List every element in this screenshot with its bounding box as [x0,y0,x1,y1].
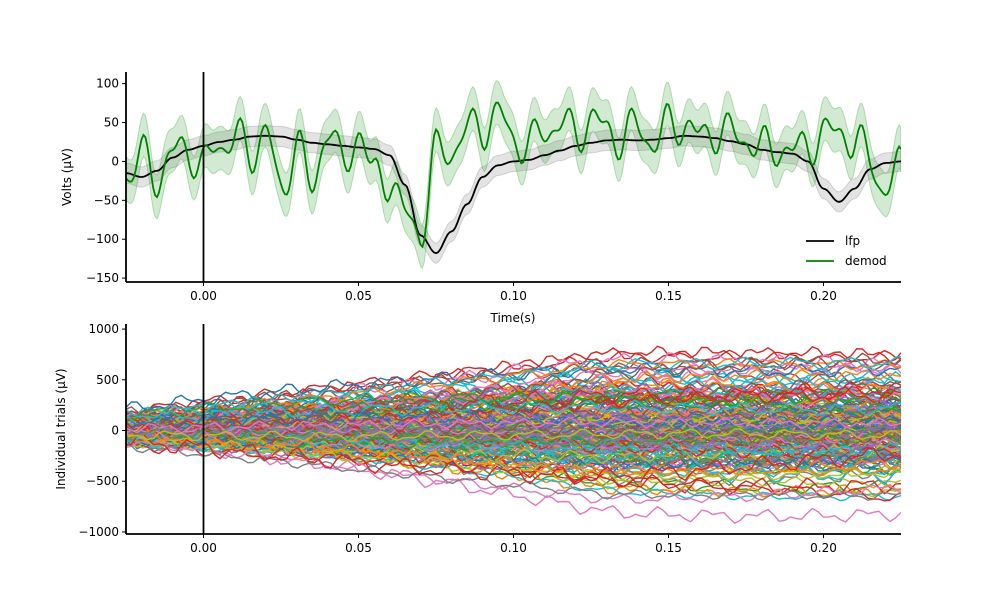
top-y-ticks: 100 50 0 −50 −100 −150 [86,77,126,285]
trial-line [126,355,901,419]
y-tick-label: 0 [111,424,119,438]
x-tick-label: 0.00 [190,289,217,303]
trial-line [126,352,901,428]
trial-line [126,390,901,422]
x-tick-label: 0.20 [810,289,837,303]
x-tick-label: 0.20 [810,541,837,555]
x-tick-label: 0.15 [655,541,682,555]
trial-line [126,357,901,421]
y-tick-label: −50 [94,193,119,207]
top-y-axis-label: Volts (μV) [60,148,74,206]
series-demod-line [126,101,901,249]
trial-line [126,432,901,485]
top-x-ticks: 0.00 0.05 0.10 0.15 0.20 [190,282,837,303]
bottom-x-ticks: 0.00 0.05 0.10 0.15 0.20 [190,534,837,555]
y-tick-label: −500 [86,474,119,488]
x-tick-label: 0.00 [190,541,217,555]
trial-line [126,442,901,501]
y-tick-label: 100 [96,77,119,91]
y-tick-label: 50 [104,116,119,130]
bottom-y-axis-label: Individual trials (μV) [54,368,68,489]
bottom-panel: 1000 500 0 −500 −1000 0.00 0.05 0.10 0.15 0.20 I… [54,322,901,555]
bottom-panel-trials [126,345,901,525]
x-tick-label: 0.10 [500,289,527,303]
y-tick-label: −1000 [78,525,119,539]
trial-line [126,438,901,502]
trial-line [126,408,901,431]
trial-line [126,434,901,454]
y-tick-label: 500 [96,373,119,387]
y-tick-label: −150 [86,271,119,285]
trial-line [126,411,901,438]
x-tick-label: 0.15 [655,289,682,303]
legend-demod-label: demod [845,254,887,268]
trial-line [126,438,901,489]
legend: lfp demod [806,234,887,268]
trial-line [126,428,901,442]
bottom-y-ticks: 1000 500 0 −500 −1000 [78,322,126,539]
x-tick-label: 0.05 [345,289,372,303]
trial-line [126,408,901,434]
trial-line [126,416,901,434]
trial-line [126,386,901,430]
top-x-axis-label: Time(s) [490,311,536,325]
x-tick-label: 0.05 [345,541,372,555]
y-tick-label: 0 [111,154,119,168]
top-panel: 100 50 0 −50 −100 −150 0.00 0.05 0.10 0.15 0.20 T… [60,72,901,325]
top-panel-lines [126,101,901,255]
trial-line [126,422,901,448]
trial-line [126,439,901,504]
legend-lfp-label: lfp [845,234,860,248]
y-tick-label: 1000 [88,322,119,336]
y-tick-label: −100 [86,232,119,246]
x-tick-label: 0.10 [500,541,527,555]
trial-line [126,417,901,445]
